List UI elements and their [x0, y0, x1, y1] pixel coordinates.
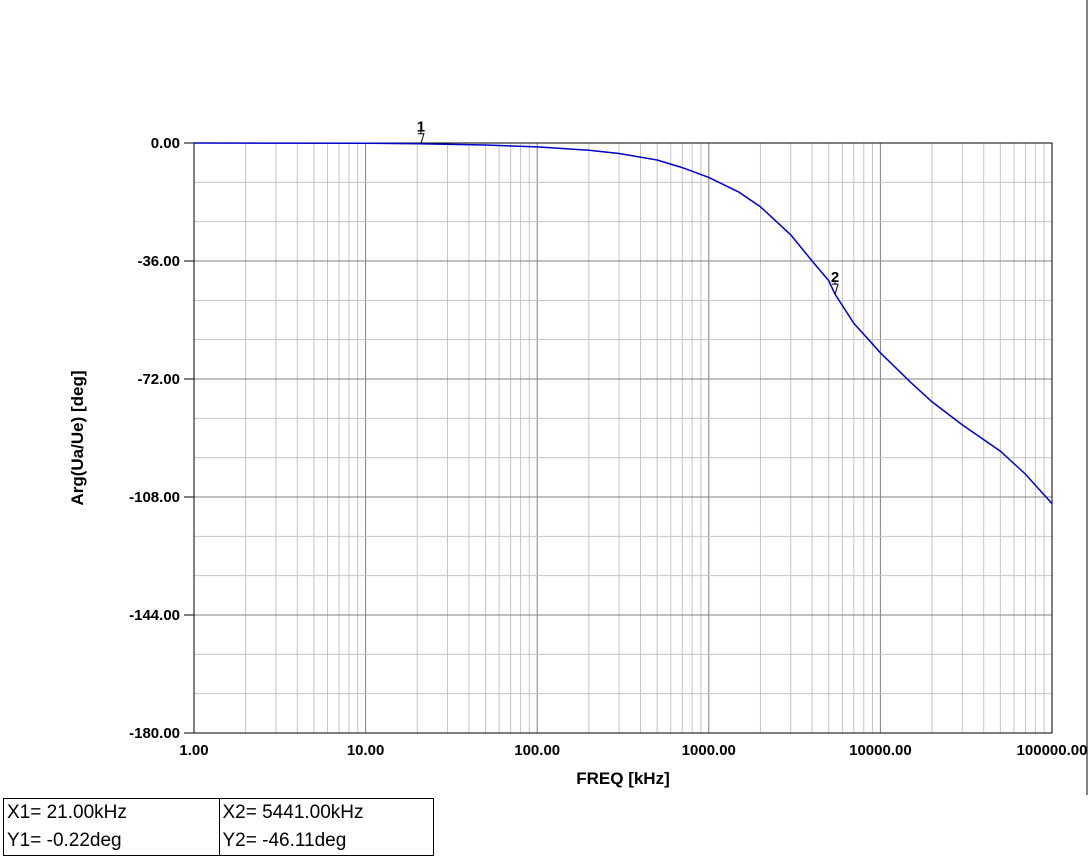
- grid: [193, 142, 1052, 734]
- cursor-marker-1[interactable]: 1: [417, 119, 425, 144]
- cursor-1-readout: X1= 21.00kHz Y1= -0.22deg: [4, 799, 219, 855]
- marker-label: 2: [831, 269, 839, 286]
- phase-plot: 0.00 -36.00 -72.00 -108.00 -144.00 -180.00 1.…: [68, 0, 1088, 795]
- y-tick-label: -72.00: [137, 371, 180, 388]
- y-tick-label: -36.00: [137, 253, 180, 270]
- y-tick-label: 0.00: [151, 135, 180, 152]
- cursor-2-readout: X2= 5441.00kHz Y2= -46.11deg: [218, 799, 434, 855]
- marker-label: 1: [417, 119, 425, 136]
- phase-curve: [193, 142, 1053, 505]
- y-tick-labels: 0.00 -36.00 -72.00 -108.00 -144.00 -180.00: [129, 135, 194, 742]
- y-tick-label: -108.00: [129, 489, 180, 506]
- y-tick-label: -144.00: [129, 607, 180, 624]
- plot-frame: [193, 142, 1053, 734]
- cursor-marker-2[interactable]: 2: [831, 269, 839, 295]
- y2-value: Y2= -46.11deg: [222, 830, 347, 851]
- x-tick-label: 10.00: [347, 742, 385, 759]
- marker-arrow-icon: [417, 133, 425, 144]
- x-tick-label: 1.00: [179, 742, 208, 759]
- cursor-readout: X1= 21.00kHz Y1= -0.22deg X2= 5441.00kHz…: [3, 798, 434, 856]
- y1-value: Y1= -0.22deg: [7, 830, 122, 851]
- cursor-markers[interactable]: 12: [417, 119, 839, 295]
- x-tick-label: 100000.00: [1017, 742, 1088, 759]
- x-tick-label: 10000.00: [849, 742, 912, 759]
- x1-value: X1= 21.00kHz: [7, 802, 127, 823]
- x-axis-title: FREQ [kHz]: [576, 769, 670, 788]
- x-tick-label: 100.00: [514, 742, 560, 759]
- x-tick-label: 1000.00: [682, 742, 736, 759]
- y-tick-label: -180.00: [129, 725, 180, 742]
- y-axis-title: Arg(Ua/Ue) [deg]: [68, 370, 87, 505]
- marker-arrow-icon: [832, 283, 839, 295]
- x2-value: X2= 5441.00kHz: [222, 802, 364, 823]
- x-tick-labels: 1.00 10.00 100.00 1000.00 10000.00 100000.00: [179, 742, 1087, 759]
